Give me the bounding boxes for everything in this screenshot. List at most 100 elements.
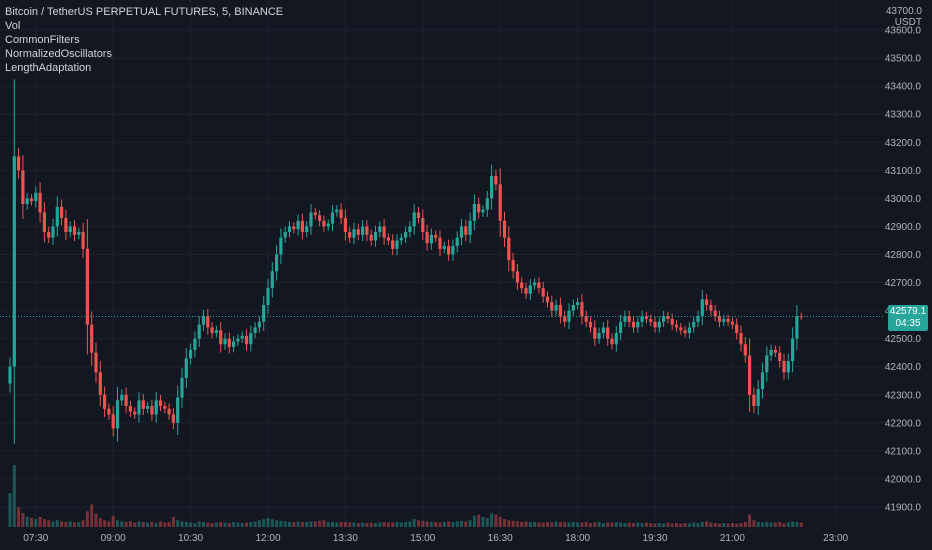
indicator-vol[interactable]: Vol	[5, 20, 21, 32]
volume-bar	[795, 521, 799, 527]
bar-countdown: 04:35	[895, 318, 921, 330]
time-tick-label: 15:00	[410, 533, 435, 544]
price-tick-label: 43500.0	[885, 54, 922, 65]
candle-body	[154, 400, 158, 415]
volume-bar	[352, 522, 356, 527]
volume-bar	[490, 513, 494, 527]
candle-body	[158, 400, 163, 406]
volume-bar	[133, 522, 137, 527]
candle-body	[343, 218, 347, 233]
candle-body	[752, 394, 756, 406]
time-tick-label: 19:30	[642, 533, 667, 544]
candle-body	[563, 316, 567, 322]
time-tick-label: 21:00	[720, 533, 745, 544]
volume-bar	[167, 521, 171, 527]
candle-body	[490, 175, 494, 199]
indicator-common-filters[interactable]: CommonFilters	[5, 34, 80, 46]
time-axis[interactable]: 07:30 09:00 10:30 12:00 13:30 15:00 16:30 18:00…	[23, 533, 848, 544]
volume-bar	[171, 516, 175, 527]
volume-bar	[730, 523, 734, 527]
candle-body	[21, 170, 25, 204]
volume-bar	[567, 522, 571, 527]
volume-bar	[339, 521, 343, 527]
price-tick-label: 42800.0	[885, 250, 922, 261]
price-tick-label: 42500.0	[885, 334, 922, 345]
volume-bar	[270, 519, 274, 527]
volume-bar	[331, 521, 334, 527]
symbol-title[interactable]: Bitcoin / TetherUS PERPETUAL FUTURES, 5,…	[5, 6, 284, 18]
volume-bar	[266, 517, 270, 527]
candle-body	[348, 232, 352, 238]
volume-bar	[619, 522, 623, 527]
price-tick-label: 42100.0	[885, 446, 922, 457]
candle-body	[197, 324, 201, 339]
candle-body	[219, 330, 223, 345]
candle-body	[184, 358, 188, 378]
candle-body	[318, 215, 322, 221]
chart-grid	[0, 0, 885, 528]
price-axis[interactable]: 41900.0 42000.0 42100.0 42200.0 42300.0 42400…	[885, 26, 922, 514]
candle-body	[644, 316, 648, 320]
candle-body	[103, 394, 107, 409]
volume-bar	[374, 523, 377, 527]
candle-body	[464, 226, 468, 235]
candle-body	[554, 304, 558, 311]
candle-body	[472, 203, 476, 221]
volume-bar	[778, 521, 782, 527]
volume-bar	[253, 521, 257, 527]
volume-bar	[782, 523, 786, 527]
volume-bar	[42, 519, 46, 527]
candle-body	[717, 316, 722, 322]
volume-bar	[408, 521, 412, 527]
candle-body	[485, 198, 489, 210]
time-tick-label: 13:30	[333, 533, 358, 544]
candle-body	[748, 355, 752, 395]
candle-body	[455, 237, 459, 247]
volume-bar	[511, 520, 515, 527]
volume-bar	[593, 522, 597, 527]
candle-body	[571, 304, 575, 311]
candle-body	[520, 282, 524, 289]
candle-body	[137, 400, 141, 415]
candle-body	[662, 316, 666, 322]
candle-body	[451, 246, 455, 255]
volume-bar	[791, 521, 795, 527]
candle-body	[141, 400, 145, 409]
price-tick-label: 42000.0	[885, 474, 922, 485]
volume-bar	[141, 521, 145, 527]
volume-bar	[378, 522, 382, 527]
volume-bar	[12, 465, 16, 527]
candle-body	[545, 296, 550, 303]
volume-bar	[640, 523, 644, 527]
volume-bar	[649, 523, 653, 527]
indicator-length-adaptation[interactable]: LengthAdaptation	[5, 62, 92, 74]
candle-body	[477, 203, 481, 213]
candle-body	[47, 232, 51, 238]
candle-body	[765, 355, 769, 373]
candle-body	[266, 288, 270, 305]
volume-bar	[159, 521, 162, 527]
volume-bar	[245, 522, 248, 527]
candle-body	[696, 316, 700, 322]
volume-bar	[670, 523, 674, 527]
volume-bar	[17, 507, 21, 527]
candle-body	[459, 226, 464, 238]
indicator-normalized-oscillators[interactable]: NormalizedOscillators	[5, 48, 112, 60]
candle-body	[649, 319, 653, 322]
volume-bar	[520, 521, 524, 527]
price-tick-label: 42400.0	[885, 362, 922, 373]
candle-body	[614, 333, 618, 345]
volume-bar	[623, 523, 627, 527]
candle-body	[425, 232, 429, 244]
candle-body	[541, 288, 545, 297]
volume-bar	[193, 523, 197, 527]
volume-bar	[214, 522, 218, 527]
candle-body	[674, 324, 679, 328]
price-unit-label: USDT	[894, 17, 922, 28]
volume-bar	[111, 515, 115, 527]
volume-bar	[30, 517, 33, 527]
candle-body	[791, 338, 795, 362]
candle-body	[8, 366, 12, 384]
candle-body	[38, 192, 42, 213]
